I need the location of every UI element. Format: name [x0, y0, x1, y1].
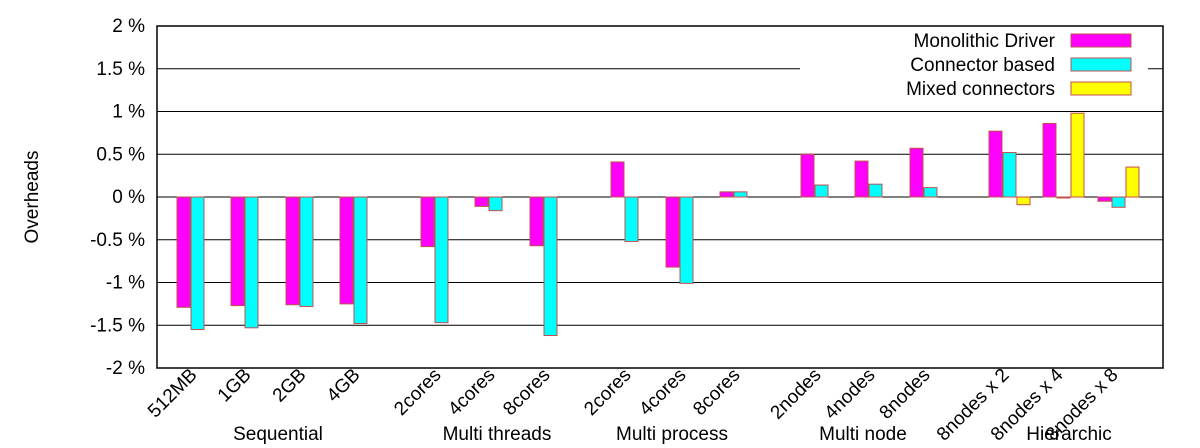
group-label: Multi process [616, 424, 728, 445]
bar [1070, 112, 1085, 198]
bar [988, 130, 1003, 198]
bar [679, 196, 694, 284]
x-axis-group-labels: Sequential Multi threads Multi process Mult… [233, 424, 1112, 445]
bar [285, 196, 300, 306]
bar [1042, 122, 1057, 198]
legend-swatch [1070, 57, 1132, 72]
bars [176, 112, 1140, 337]
x-tick-label: 512MB [144, 365, 201, 422]
legend-label: Monolithic Driver [914, 31, 1056, 52]
x-tick-label: 4cores [444, 365, 499, 420]
bar [230, 196, 245, 307]
bar [1016, 196, 1031, 206]
bar [665, 196, 680, 268]
x-tick-label: 8cores [499, 365, 554, 420]
x-tick-label: 4cores [635, 365, 690, 420]
y-tick-label: 0 % [112, 187, 145, 208]
bar [299, 196, 314, 307]
x-tick-label: 8nodes [876, 365, 935, 424]
bar [190, 196, 205, 331]
y-axis-ticks: -2 % -1.5 % -1 % -0.5 % 0 % 0.5 % 1 % 1.5 % 2 % [90, 16, 145, 379]
bar [1056, 196, 1071, 199]
legend-label: Mixed connectors [906, 79, 1055, 100]
group-label: Hierarchic [1026, 424, 1112, 445]
legend-label: Connector based [910, 55, 1055, 76]
bar [854, 160, 869, 198]
y-tick-label: 1.5 % [96, 59, 145, 80]
bar [923, 187, 938, 198]
bar [1097, 196, 1112, 202]
group-label: Multi threads [443, 424, 552, 445]
x-tick-label: 1GB [214, 365, 256, 407]
bar [814, 184, 829, 198]
y-tick-label: -2 % [106, 358, 145, 379]
x-tick-label: 8cores [689, 365, 744, 420]
plot-frame [156, 25, 1164, 369]
y-tick-label: -0.5 % [90, 230, 145, 251]
x-tick-label: 2cores [580, 365, 635, 420]
x-tick-label: 2cores [390, 365, 445, 420]
bar [1125, 166, 1140, 198]
bar [624, 196, 639, 242]
x-tick-label: 4GB [323, 365, 365, 407]
bar [488, 196, 503, 212]
bar [909, 147, 924, 198]
grid [157, 68, 1163, 326]
bar [529, 196, 544, 247]
bar [800, 153, 815, 198]
y-tick-label: -1.5 % [90, 315, 145, 336]
y-tick-label: 2 % [112, 16, 145, 37]
group-label: Sequential [233, 424, 323, 445]
bar [353, 196, 368, 325]
bar [244, 196, 259, 329]
y-axis-label: Overheads [22, 151, 43, 244]
bar [1111, 196, 1126, 208]
bar [610, 161, 625, 198]
bar [176, 196, 191, 308]
group-label: Multi node [819, 424, 907, 445]
bar [719, 191, 734, 198]
bar [543, 196, 558, 337]
x-tick-label: 2GB [269, 365, 311, 407]
bar [1002, 152, 1017, 198]
legend-swatch [1070, 33, 1132, 48]
x-tick-label: 4nodes [821, 365, 880, 424]
bar [339, 196, 354, 305]
y-tick-label: -1 % [106, 273, 145, 294]
legend-swatch [1070, 81, 1132, 96]
legend: Monolithic Driver Connector based Mixed co… [906, 31, 1132, 100]
y-tick-label: 0.5 % [96, 144, 145, 165]
x-tick-label: 2nodes [767, 365, 826, 424]
bar [420, 196, 435, 248]
bar [733, 191, 748, 198]
bar [434, 196, 449, 324]
bar [868, 183, 883, 198]
y-tick-label: 1 % [112, 102, 145, 123]
bar [474, 196, 489, 207]
